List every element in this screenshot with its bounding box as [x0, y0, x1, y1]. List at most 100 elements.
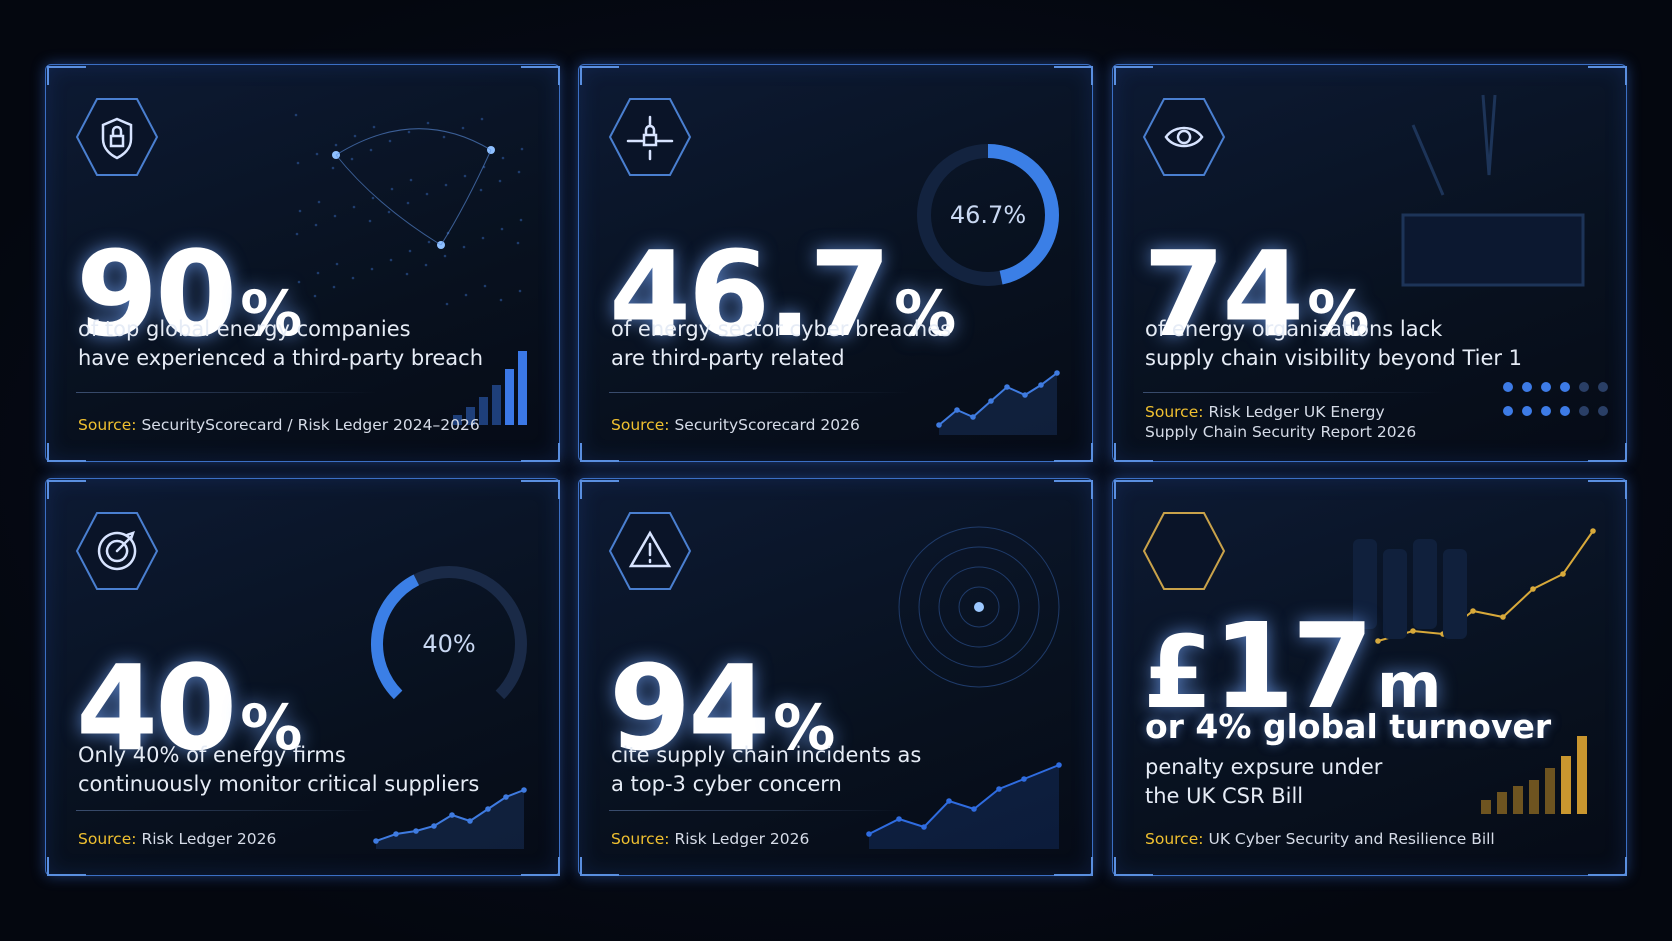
map-dot — [316, 271, 320, 275]
icon — [75, 512, 159, 590]
people-icon — [1503, 406, 1513, 416]
deco-line-dot — [946, 798, 952, 804]
icon-hexagon — [1142, 98, 1226, 176]
map-dot — [315, 152, 319, 156]
deco-bar — [505, 369, 514, 425]
map-dot — [371, 196, 375, 200]
deco-bar — [453, 415, 462, 425]
map-dot — [409, 178, 413, 182]
map-dot — [517, 170, 521, 174]
description-line: Only 40% of energy firms — [78, 743, 346, 767]
icon — [608, 512, 692, 590]
people-icon — [1503, 382, 1513, 392]
source: Source: Risk Ledger 2026 — [611, 829, 809, 849]
deco-line-dot — [485, 806, 491, 812]
stat-number: 94 — [609, 639, 770, 777]
stat-value: £17m — [1143, 607, 1441, 725]
deco-line-dot — [1410, 628, 1416, 634]
deco-line-dot — [467, 818, 473, 824]
stat-value: 90% — [76, 235, 302, 353]
deco-line — [1377, 530, 1594, 642]
tank-silhouette — [1413, 539, 1437, 629]
people-icon — [1560, 406, 1570, 416]
map-dot — [369, 148, 373, 152]
deco-line-dot — [1021, 776, 1027, 782]
map-dot — [333, 214, 337, 218]
stat-description: of energy sector cyber breaches are third… — [611, 315, 951, 373]
map-dot — [295, 232, 299, 236]
icon-glyph — [628, 530, 672, 568]
corner-accent — [580, 480, 1093, 876]
stat-value: 94% — [609, 649, 835, 767]
stat-unit: % — [240, 277, 303, 350]
deco-line-dot — [1500, 614, 1506, 620]
source-text: Risk Ledger 2026 — [674, 830, 810, 848]
radar-ring — [958, 586, 1000, 628]
deco-line-dot — [1470, 608, 1476, 614]
deco-line-dot — [1004, 384, 1010, 390]
stat-card: 94% cite supply chain incidents as a top-3… — [578, 478, 1093, 876]
radar-ring — [898, 526, 1060, 688]
icon-hexagon — [1142, 512, 1226, 590]
map-dot — [297, 280, 301, 284]
map-dot — [294, 113, 298, 117]
deco-line-dot — [1560, 571, 1566, 577]
radar-core — [974, 602, 984, 612]
stat-number: 40 — [76, 639, 237, 777]
icon-glyph — [1164, 126, 1204, 148]
deco-line-dot — [393, 831, 399, 837]
deco-line-dot — [521, 787, 527, 793]
deco-bar — [492, 385, 501, 425]
description-line: continuously monitor critical suppliers — [78, 772, 480, 796]
deco-bar — [1561, 756, 1571, 814]
map-dot — [481, 236, 485, 240]
map-dot — [405, 272, 409, 276]
source-text: Risk Ledger UK Energy — [1208, 403, 1385, 421]
icon-glyph — [97, 531, 137, 571]
deco-line-dot — [1056, 762, 1062, 768]
map-dot — [407, 130, 411, 134]
corner-accent — [1114, 480, 1627, 876]
map-dot — [298, 209, 302, 213]
source-line: Source: SecurityScorecard 2026 — [611, 415, 860, 435]
map-arc — [335, 128, 492, 246]
map-dot — [520, 147, 524, 151]
map-dot — [518, 289, 522, 293]
map-dot — [461, 126, 465, 130]
source-label: Source: — [1145, 403, 1204, 421]
map-dot — [351, 276, 355, 280]
deco-bar — [1545, 768, 1555, 814]
deco-line-dot — [971, 806, 977, 812]
people-icon — [1541, 382, 1551, 392]
stat-unit: % — [1307, 277, 1370, 350]
deco-line-area — [939, 373, 1057, 435]
source-label: Source: — [78, 416, 137, 434]
stat-value: 74% — [1143, 235, 1369, 353]
source: Source: SecurityScorecard / Risk Ledger 2… — [78, 415, 480, 435]
stat-number: 74 — [1143, 225, 1304, 363]
icon — [1142, 98, 1226, 176]
map-dot — [389, 258, 393, 262]
deco-line-dot — [970, 414, 976, 420]
map-dot — [370, 267, 374, 271]
icon — [1142, 512, 1226, 590]
icon-hexagon — [608, 98, 692, 176]
deco-bar — [1497, 792, 1507, 814]
stat-number: 90 — [76, 225, 237, 363]
map-dot — [372, 125, 376, 129]
source-label: Source: — [78, 830, 137, 848]
map-dot — [350, 157, 354, 161]
divider — [76, 810, 376, 811]
card-decoration — [580, 480, 1093, 876]
map-dot — [463, 174, 467, 178]
map-dot — [352, 205, 356, 209]
stat-unit: % — [240, 691, 303, 764]
description-line: are third-party related — [611, 346, 845, 370]
source-text: Risk Ledger 2026 — [141, 830, 277, 848]
map-dot — [425, 192, 429, 196]
map-dot — [500, 227, 504, 231]
map-dot — [479, 188, 483, 192]
icon-glyph — [101, 117, 133, 160]
gauge-arc — [371, 574, 420, 700]
